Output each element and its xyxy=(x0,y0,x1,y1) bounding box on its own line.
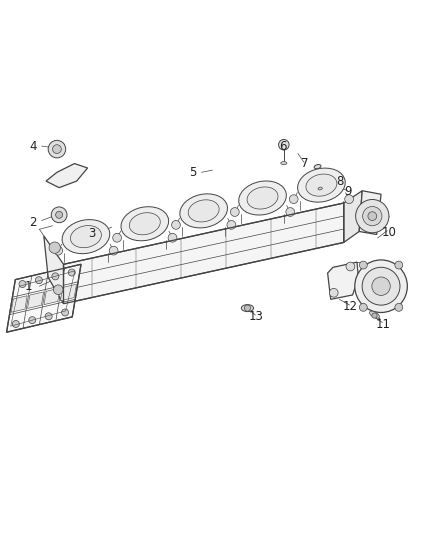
Text: 9: 9 xyxy=(344,184,352,198)
Circle shape xyxy=(372,277,390,295)
Text: 7: 7 xyxy=(300,157,308,170)
Circle shape xyxy=(62,309,69,316)
Text: 12: 12 xyxy=(343,300,358,313)
Circle shape xyxy=(12,320,19,327)
Circle shape xyxy=(35,277,42,284)
Circle shape xyxy=(56,211,63,219)
Ellipse shape xyxy=(121,207,169,241)
Circle shape xyxy=(227,221,236,229)
Circle shape xyxy=(279,140,289,150)
Ellipse shape xyxy=(188,200,219,222)
Circle shape xyxy=(53,145,61,154)
Ellipse shape xyxy=(281,161,287,165)
Circle shape xyxy=(29,317,36,324)
Circle shape xyxy=(51,207,67,223)
Text: 11: 11 xyxy=(376,318,391,331)
Circle shape xyxy=(395,261,403,269)
Circle shape xyxy=(329,288,338,297)
Circle shape xyxy=(363,206,382,226)
Ellipse shape xyxy=(370,311,379,318)
Polygon shape xyxy=(359,191,381,235)
Circle shape xyxy=(48,140,66,158)
Text: 4: 4 xyxy=(29,140,37,152)
Circle shape xyxy=(286,208,295,216)
Polygon shape xyxy=(28,292,44,309)
Ellipse shape xyxy=(180,194,227,228)
Polygon shape xyxy=(11,296,27,312)
Circle shape xyxy=(360,261,367,269)
Circle shape xyxy=(355,260,407,312)
Circle shape xyxy=(368,212,377,221)
Text: 8: 8 xyxy=(336,175,343,188)
Circle shape xyxy=(19,280,26,287)
Circle shape xyxy=(395,303,403,311)
Ellipse shape xyxy=(71,225,102,248)
Polygon shape xyxy=(60,284,77,301)
Circle shape xyxy=(172,221,180,229)
Polygon shape xyxy=(64,203,344,304)
Circle shape xyxy=(346,262,355,271)
Text: 1: 1 xyxy=(25,280,32,293)
Ellipse shape xyxy=(241,304,254,312)
Text: 13: 13 xyxy=(249,310,264,324)
Circle shape xyxy=(45,313,52,320)
Ellipse shape xyxy=(297,168,345,202)
Ellipse shape xyxy=(129,213,160,235)
Circle shape xyxy=(109,246,118,255)
Text: 3: 3 xyxy=(88,227,95,240)
Circle shape xyxy=(362,267,400,305)
Text: 5: 5 xyxy=(189,166,196,179)
Polygon shape xyxy=(328,262,359,300)
Polygon shape xyxy=(344,191,362,243)
Circle shape xyxy=(230,208,239,216)
Ellipse shape xyxy=(306,174,337,196)
Circle shape xyxy=(49,242,60,253)
Circle shape xyxy=(360,303,367,311)
Ellipse shape xyxy=(318,187,322,190)
Polygon shape xyxy=(7,264,81,332)
Polygon shape xyxy=(44,236,64,304)
Text: 2: 2 xyxy=(29,216,37,229)
Circle shape xyxy=(290,195,298,204)
Circle shape xyxy=(52,273,59,280)
Circle shape xyxy=(168,233,177,242)
Circle shape xyxy=(356,199,389,233)
Ellipse shape xyxy=(62,220,110,254)
Circle shape xyxy=(345,195,353,204)
Circle shape xyxy=(372,313,377,318)
Ellipse shape xyxy=(239,181,286,215)
Circle shape xyxy=(113,233,121,242)
Circle shape xyxy=(54,246,63,255)
Ellipse shape xyxy=(314,165,321,169)
Polygon shape xyxy=(46,164,88,188)
Ellipse shape xyxy=(247,187,278,209)
Polygon shape xyxy=(44,288,60,304)
Circle shape xyxy=(244,305,251,311)
Text: 10: 10 xyxy=(381,226,396,239)
Text: 6: 6 xyxy=(279,140,286,152)
Circle shape xyxy=(68,269,75,276)
Circle shape xyxy=(53,285,63,295)
